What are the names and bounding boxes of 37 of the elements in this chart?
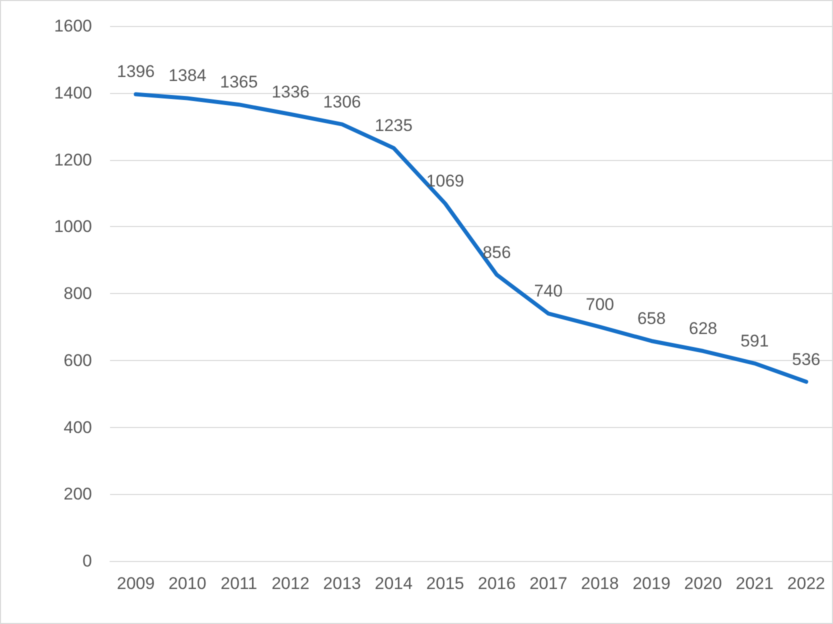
y-tick-label: 800 — [64, 284, 92, 303]
data-label: 700 — [586, 294, 614, 314]
x-tick-label: 2016 — [478, 574, 516, 593]
y-tick-label: 0 — [82, 552, 92, 570]
x-tick-label: 2011 — [220, 574, 258, 593]
data-label: 1235 — [374, 116, 413, 136]
y-tick-label: 600 — [64, 350, 92, 370]
data-label: 1306 — [323, 92, 361, 112]
data-label: 628 — [688, 319, 718, 338]
data-label: 536 — [792, 350, 820, 369]
x-tick-label: 2017 — [529, 574, 568, 593]
y-tick-label: 400 — [64, 418, 92, 437]
x-tick-label: 2013 — [323, 574, 361, 593]
data-label: 1069 — [426, 172, 464, 191]
x-tick-label: 2012 — [272, 574, 310, 593]
y-tick-label: 1000 — [54, 217, 92, 236]
data-label: 1396 — [116, 62, 155, 82]
data-label: 591 — [740, 331, 769, 350]
y-tick-label: 1200 — [54, 150, 92, 170]
data-label: 740 — [534, 282, 563, 301]
x-tick-label: 2021 — [736, 574, 774, 593]
data-label: 1384 — [168, 66, 206, 86]
y-tick-label: 200 — [64, 484, 92, 504]
y-tick-label: 1600 — [54, 16, 92, 36]
x-tick-label: 2009 — [116, 574, 155, 593]
y-tick-label: 1400 — [54, 83, 92, 102]
x-tick-label: 2020 — [684, 574, 722, 593]
data-label: 658 — [637, 308, 666, 328]
x-tick-label: 2010 — [168, 574, 206, 593]
x-tick-label: 2015 — [426, 574, 464, 593]
x-tick-label: 2014 — [374, 574, 413, 593]
x-tick-label: 2018 — [581, 574, 619, 593]
x-tick-label: 2022 — [787, 574, 826, 593]
data-label: 1365 — [220, 72, 258, 92]
data-label: 856 — [482, 242, 511, 262]
data-label: 1336 — [272, 82, 310, 102]
x-tick-label: 2019 — [632, 574, 670, 593]
